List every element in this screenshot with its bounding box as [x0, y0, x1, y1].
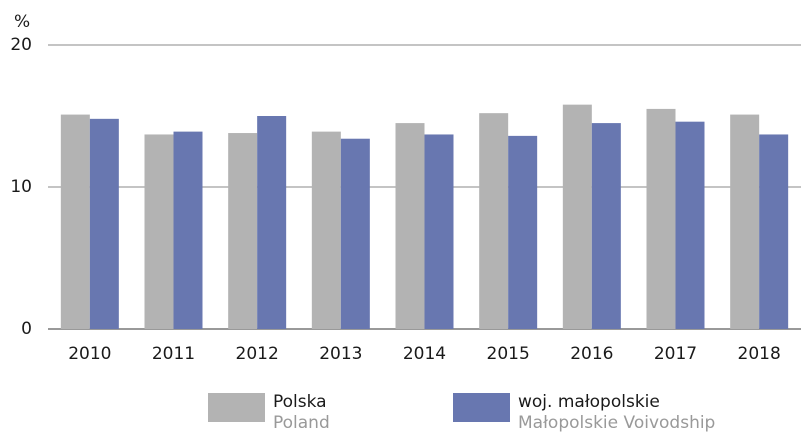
bar [257, 116, 287, 329]
x-tick-label: 2013 [319, 344, 362, 364]
bar [228, 133, 258, 329]
bar [675, 121, 705, 330]
bar [340, 138, 370, 329]
x-tick-label: 2012 [236, 344, 279, 364]
bar [144, 134, 174, 329]
x-tick-label: 2011 [152, 344, 195, 364]
legend-label: woj. małopolskie [518, 392, 660, 412]
bar [759, 134, 789, 329]
legend-label: Polska [273, 392, 327, 412]
x-tick-label: 2016 [570, 344, 613, 364]
bar [479, 113, 509, 329]
x-tick-label: 2010 [68, 344, 111, 364]
legend-swatch [453, 393, 510, 422]
bar [173, 131, 203, 329]
x-tick-label: 2015 [487, 344, 530, 364]
bar [591, 123, 621, 329]
legend-label-en: Małopolskie Voivodship [518, 413, 715, 433]
bar [60, 114, 90, 329]
bar [508, 135, 538, 329]
bar [562, 104, 592, 329]
x-tick-label: 2018 [738, 344, 781, 364]
legend-swatch [208, 393, 265, 422]
y-unit: % [14, 12, 30, 32]
bar [311, 131, 341, 329]
bar [424, 134, 454, 329]
x-tick-label: 2014 [403, 344, 446, 364]
bar [395, 123, 425, 329]
legend-label-en: Poland [273, 413, 330, 433]
bar [89, 118, 119, 329]
x-tick-label: 2017 [654, 344, 697, 364]
y-tick-label: 20 [10, 35, 32, 55]
y-tick-label: 0 [21, 319, 32, 339]
bar [730, 114, 760, 329]
y-tick-label: 10 [10, 177, 32, 197]
bar [646, 108, 676, 330]
